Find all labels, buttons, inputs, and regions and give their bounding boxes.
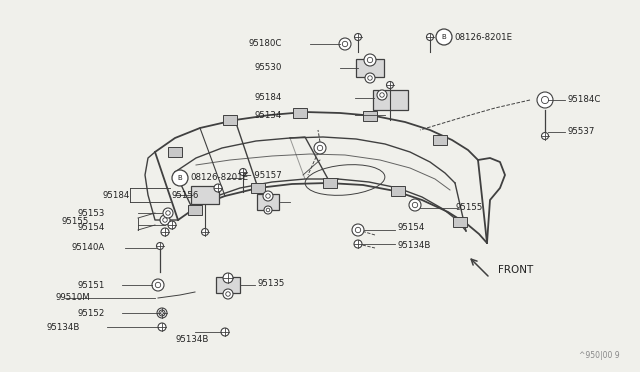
Circle shape (365, 73, 375, 83)
Text: FRONT: FRONT (498, 265, 533, 275)
Circle shape (354, 240, 362, 248)
Circle shape (541, 96, 548, 103)
Circle shape (221, 328, 229, 336)
Text: 95537: 95537 (567, 128, 595, 137)
Circle shape (380, 93, 384, 97)
Text: — 95157: — 95157 (243, 170, 282, 180)
Text: 95155: 95155 (62, 218, 90, 227)
Bar (223, 115, 237, 125)
Bar (216, 277, 240, 293)
Text: B: B (442, 34, 446, 40)
Bar (191, 186, 219, 204)
Circle shape (172, 170, 188, 186)
Text: 95135: 95135 (258, 279, 285, 289)
Circle shape (387, 81, 394, 89)
Circle shape (355, 33, 362, 41)
Text: 95134: 95134 (255, 110, 282, 119)
Text: 95184C: 95184C (567, 96, 600, 105)
Circle shape (339, 38, 351, 50)
Circle shape (163, 218, 167, 222)
Text: 08126-8201E: 08126-8201E (454, 32, 512, 42)
Circle shape (537, 92, 553, 108)
Circle shape (368, 76, 372, 80)
Text: 95530: 95530 (255, 64, 282, 73)
Text: 95140A: 95140A (72, 244, 105, 253)
Circle shape (168, 221, 176, 229)
Bar (188, 205, 202, 215)
Bar (293, 108, 307, 118)
Circle shape (223, 289, 233, 299)
Bar (391, 186, 405, 196)
Circle shape (266, 208, 270, 212)
Circle shape (239, 169, 246, 176)
Circle shape (263, 191, 273, 201)
Text: 95154: 95154 (77, 224, 105, 232)
Text: 95134B: 95134B (398, 241, 431, 250)
Circle shape (436, 29, 452, 45)
Circle shape (541, 132, 548, 140)
Bar (373, 90, 408, 110)
Circle shape (152, 279, 164, 291)
Bar (323, 178, 337, 188)
Circle shape (264, 206, 272, 214)
Circle shape (159, 310, 165, 316)
Circle shape (163, 208, 173, 218)
Bar (251, 183, 265, 193)
Circle shape (364, 54, 376, 66)
Text: 95184: 95184 (255, 93, 282, 103)
Bar (356, 59, 384, 77)
Text: 95152: 95152 (77, 308, 105, 317)
Text: 95155: 95155 (456, 203, 483, 212)
Bar (257, 194, 279, 210)
Bar (168, 147, 182, 157)
Text: 95153: 95153 (77, 208, 105, 218)
Circle shape (266, 194, 270, 198)
Text: ^950|00 9: ^950|00 9 (579, 351, 620, 360)
Bar (363, 111, 377, 121)
Circle shape (158, 323, 166, 331)
Circle shape (377, 90, 387, 100)
Text: 99510M: 99510M (55, 294, 90, 302)
Circle shape (160, 215, 170, 225)
Circle shape (157, 243, 163, 250)
Circle shape (166, 211, 170, 215)
Bar (453, 217, 467, 227)
Circle shape (352, 224, 364, 236)
Circle shape (226, 292, 230, 296)
Circle shape (342, 41, 348, 47)
Circle shape (355, 227, 361, 233)
Text: 08126-8201E: 08126-8201E (190, 173, 248, 183)
Circle shape (314, 142, 326, 154)
Circle shape (367, 57, 372, 63)
Circle shape (317, 145, 323, 151)
Circle shape (412, 202, 418, 208)
Text: 95180C: 95180C (248, 39, 282, 48)
Text: 95134B: 95134B (175, 336, 209, 344)
Circle shape (409, 199, 421, 211)
Text: 95184: 95184 (102, 190, 130, 199)
Circle shape (157, 308, 167, 318)
Circle shape (156, 282, 161, 288)
Circle shape (202, 228, 209, 235)
Circle shape (214, 184, 222, 192)
Circle shape (223, 273, 233, 283)
Text: 95156: 95156 (172, 190, 200, 199)
Text: 95154: 95154 (398, 224, 426, 232)
Circle shape (161, 228, 169, 236)
Circle shape (161, 312, 163, 314)
Text: B: B (178, 175, 182, 181)
Bar (433, 135, 447, 145)
Circle shape (426, 33, 433, 41)
Text: 95151: 95151 (77, 280, 105, 289)
Text: 95134B: 95134B (47, 323, 80, 331)
